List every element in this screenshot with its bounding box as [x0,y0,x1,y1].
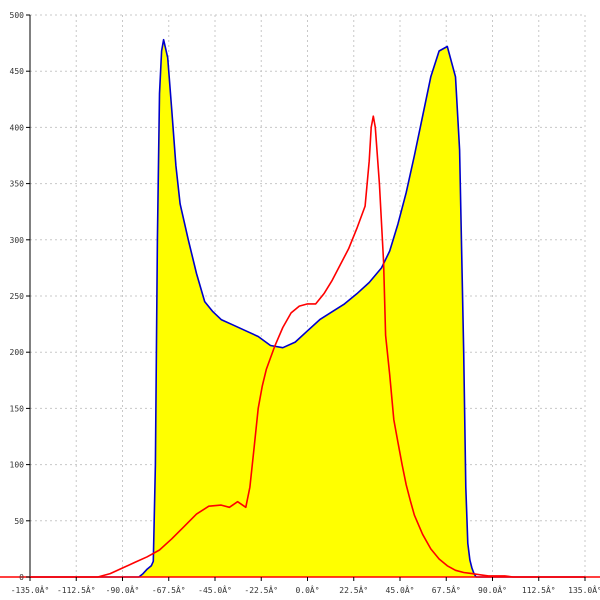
x-tick-label: 45.0Â° [386,584,415,595]
y-tick-label: 100 [10,461,25,470]
y-tick-label: 250 [10,292,25,301]
y-tick-label: 350 [10,180,25,189]
x-tick-label: 90.0Â° [478,584,507,595]
x-tick-label: 112.5Â° [522,584,556,595]
x-tick-label: -135.0Â° [11,584,50,595]
x-axis-ticks: -135.0Â° -112.5Â° -90.0Â° -67.5Â° -45.0Â° -22… [11,577,600,595]
plot-area [29,38,586,578]
x-tick-label: 22.5Â° [339,584,368,595]
series-2-line [29,115,586,578]
y-tick-label: 450 [10,67,25,76]
y-tick-label: 500 [10,11,25,20]
y-tick-label: 300 [10,236,25,245]
series-1-area [30,39,585,577]
x-tick-label: -45.0Â° [198,584,232,595]
x-tick-label: 135.0Â° [568,584,600,595]
x-tick-label: -112.5Â° [57,584,96,595]
y-axis-ticks: 0 50 100 150 200 250 300 350 400 450 500 [10,11,30,582]
y-tick-label: 400 [10,123,25,132]
x-tick-label: -22.5Â° [244,584,278,595]
x-tick-label: -67.5Â° [152,584,186,595]
x-tick-label: -90.0Â° [106,584,140,595]
x-tick-label: 67.5Â° [432,584,461,595]
series-1-line [29,38,586,578]
y-tick-label: 0 [19,573,24,582]
y-tick-label: 50 [14,517,24,526]
x-tick-label: 0.0Â° [295,584,319,595]
y-tick-label: 200 [10,348,25,357]
y-tick-label: 150 [10,404,25,413]
